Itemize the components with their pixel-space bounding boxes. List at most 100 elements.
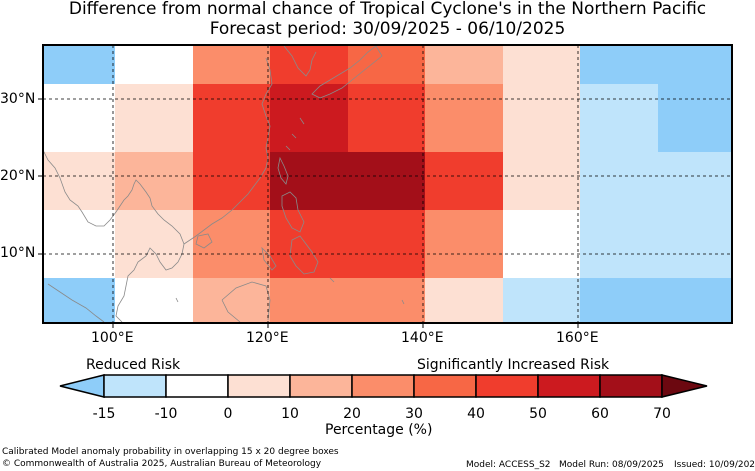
anomaly-cell [115,210,193,278]
colorbar-segment [103,374,167,398]
anomaly-cell [193,152,270,210]
colorbar-segment [227,374,291,398]
anomaly-cell [658,84,732,152]
anomaly-cell [348,210,425,278]
footer-model: Model: ACCESS_S2 [466,460,551,470]
anomaly-cell [115,278,193,323]
anomaly-cell [348,278,425,323]
coastline-islands [175,277,405,305]
lon-label-160: 160°E [556,330,599,346]
colorbar-segment [289,374,353,398]
colorbar-tick: -10 [154,406,178,422]
lon-label-140: 140°E [401,330,444,346]
anomaly-cell [425,84,503,152]
anomaly-cell [43,278,115,323]
anomaly-cell [193,278,270,323]
colorbar-tick: 20 [343,406,361,422]
coastline [42,45,405,323]
anomaly-cells [43,45,732,323]
map-frame [42,44,733,324]
anomaly-cell [270,278,348,323]
colorbar-segment [599,374,663,398]
legend-increased-risk: Significantly Increased Risk [417,357,610,373]
anomaly-cell [580,278,732,323]
anomaly-cell [503,210,580,278]
anomaly-cell [658,152,732,210]
anomaly-cell [580,45,732,84]
anomaly-cell [425,278,503,323]
colorbar-segment [165,374,229,398]
forecast-period: Forecast period: 30/09/2025 - 06/10/2025 [209,19,566,39]
anomaly-cell [580,84,658,152]
coastline-borneo [221,281,271,323]
longitude-ticks [112,323,579,328]
anomaly-cell [270,210,348,278]
colorbar-segment [475,374,539,398]
anomaly-cell [658,210,732,278]
colorbar-tick: 10 [281,406,299,422]
coastline-hainan [195,233,213,249]
colorbar-extend-high [661,374,708,398]
anomaly-cell [425,45,503,84]
anomaly-cell [270,84,348,152]
anomaly-cell [503,278,580,323]
anomaly-cell [503,152,580,210]
anomaly-cell [425,152,503,210]
colorbar-extend-low [59,374,105,398]
coastline-ryukyu [285,117,305,151]
coastline-asia [42,149,185,323]
anomaly-cell [348,152,425,210]
anomaly-cell [348,45,425,84]
colorbar-tick: -15 [92,406,116,422]
colorbar-segment [351,374,415,398]
colorbar-tick: 50 [529,406,547,422]
anomaly-cell [503,45,580,84]
footer-issued: Issued: 10/09/2025 [674,460,755,470]
coastline-china [183,57,273,245]
latitude-ticks [38,98,43,255]
footer-note: Calibrated Model anomaly probability in … [2,447,339,457]
coastline-taiwan [277,156,289,185]
coastline-korea [283,45,317,77]
anomaly-cell [43,152,115,210]
colorbar-tick: 0 [223,406,233,422]
colorbar [59,374,708,398]
anomaly-cell [503,84,580,152]
anomaly-cell [348,84,425,152]
colorbar-unit-label: Percentage (%) [325,422,433,438]
coastline-japan [311,45,383,99]
anomaly-cell [115,45,193,84]
coastline-visayas-mindanao [289,235,319,275]
colorbar-segment [413,374,477,398]
footer-model-run: Model Run: 08/09/2025 [559,460,664,470]
lon-label-120: 120°E [246,330,289,346]
anomaly-cell [43,210,115,278]
lat-label-10: 10°N [0,245,36,261]
anomaly-cell [270,45,348,84]
colorbar-tick: 60 [591,406,609,422]
lat-label-30: 30°N [0,91,36,107]
anomaly-cell [115,84,193,152]
anomaly-cell [193,45,270,84]
anomaly-cell [43,45,115,84]
footer-copyright: © Commonwealth of Australia 2025, Austra… [2,459,322,469]
coastline-luzon [281,191,305,233]
anomaly-cell [115,152,193,210]
anomaly-cell [425,210,503,278]
graticule [43,45,732,323]
coastline-palawan [261,246,277,271]
coastline-sumatra [47,283,105,323]
colorbar-tick: 70 [653,406,671,422]
colorbar-tick: 40 [467,406,485,422]
anomaly-cell [43,84,115,152]
anomaly-cell [580,152,658,210]
lat-label-20: 20°N [0,168,36,184]
anomaly-cell [580,210,658,278]
anomaly-cell [193,210,270,278]
map-title: Difference from normal chance of Tropica… [68,0,707,19]
colorbar-segment [537,374,601,398]
anomaly-cell [193,84,270,152]
legend-reduced-risk: Reduced Risk [86,357,181,373]
lon-label-100: 100°E [91,330,134,346]
